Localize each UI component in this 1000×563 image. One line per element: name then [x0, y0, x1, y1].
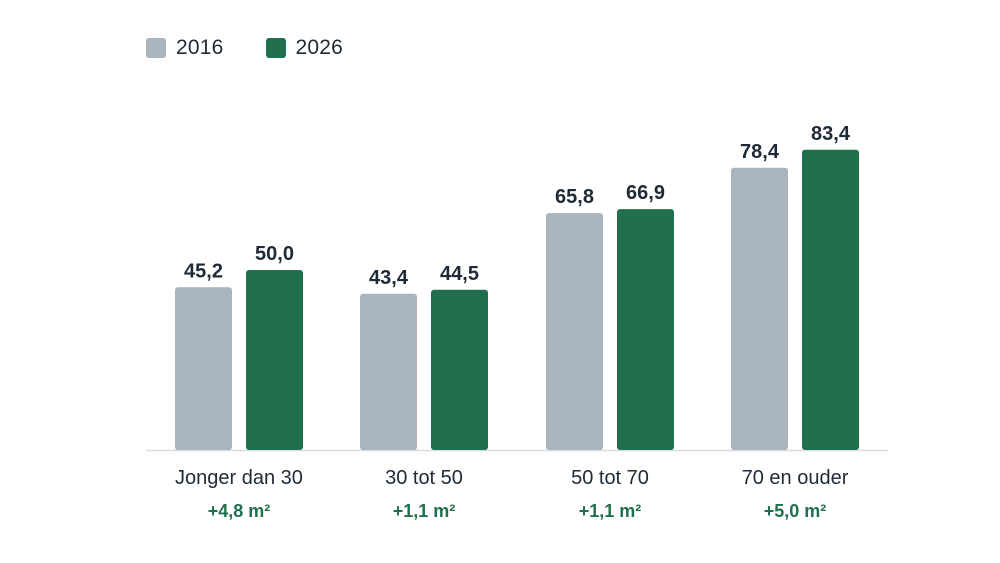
x-tick-label-4: 70 en ouder: [742, 467, 849, 489]
x-tick-label-2: 30 tot 50: [385, 467, 463, 489]
bar-2026-4[interactable]: [802, 149, 859, 450]
legend-label-2026: 2026: [295, 36, 344, 59]
difference-label-4: +5,0 m²: [764, 501, 827, 521]
data-label-2026-1: 50,0: [255, 243, 294, 265]
bar-2016-2[interactable]: [360, 293, 417, 450]
bar-2026-1[interactable]: [246, 270, 303, 450]
data-label-2026-3: 66,9: [626, 182, 665, 204]
data-label-2026-2: 44,5: [440, 263, 479, 285]
bar-2026-2[interactable]: [431, 289, 488, 450]
bar-2016-4[interactable]: [731, 167, 788, 450]
legend-swatch-2016: [146, 38, 166, 58]
data-label-2016-3: 65,8: [555, 186, 594, 208]
legend-item-2016[interactable]: 2016: [146, 36, 224, 60]
x-tick-label-1: Jonger dan 30: [175, 467, 303, 489]
data-label-2016-1: 45,2: [184, 260, 223, 282]
difference-label-2: +1,1 m²: [393, 501, 456, 521]
difference-label-3: +1,1 m²: [579, 501, 642, 521]
bar-2026-3[interactable]: [617, 209, 674, 450]
legend-item-2026[interactable]: 2026: [265, 36, 344, 60]
legend-label-2016: 2016: [176, 36, 224, 59]
x-tick-label-3: 50 tot 70: [571, 467, 649, 489]
data-label-2026-4: 83,4: [811, 123, 851, 145]
data-label-2016-4: 78,4: [740, 141, 780, 163]
bar-2016-1[interactable]: [175, 287, 232, 450]
legend: 2016 2026: [146, 36, 343, 60]
data-label-2016-2: 43,4: [369, 267, 409, 289]
difference-label-1: +4,8 m²: [208, 501, 271, 521]
legend-swatch-2026: [265, 38, 286, 58]
bar-2016-3[interactable]: [546, 213, 603, 450]
